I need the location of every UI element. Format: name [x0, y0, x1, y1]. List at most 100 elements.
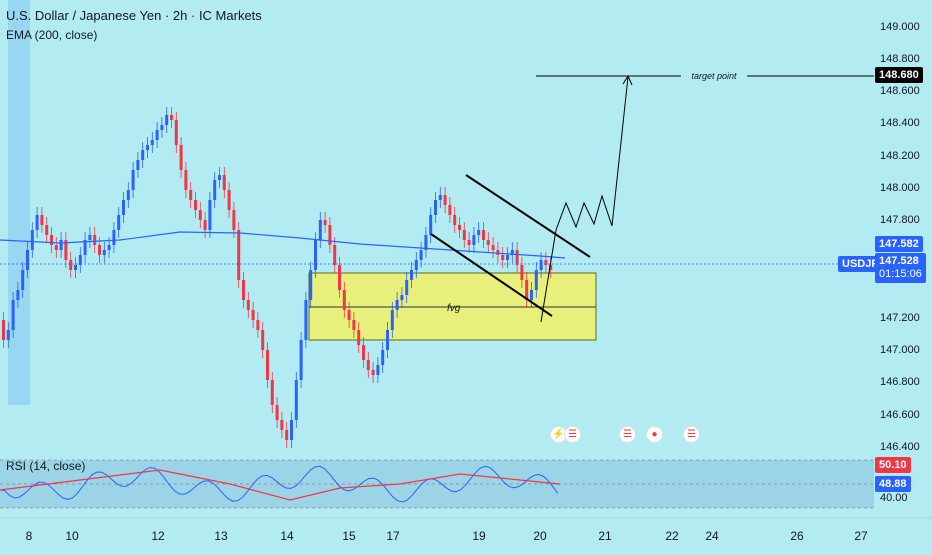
candle[interactable]	[21, 270, 25, 290]
usd-flag-icon[interactable]: ☰	[564, 426, 581, 443]
candle[interactable]	[26, 250, 29, 270]
candle[interactable]	[242, 280, 245, 300]
candle[interactable]	[530, 290, 533, 300]
candle[interactable]	[525, 280, 529, 300]
candle[interactable]	[405, 280, 409, 295]
candle[interactable]	[352, 320, 356, 330]
projection-path[interactable]	[540, 76, 629, 323]
candle[interactable]	[261, 330, 265, 350]
candle[interactable]	[59, 240, 63, 250]
candle[interactable]	[448, 205, 452, 215]
channel-lower-line[interactable]	[430, 233, 553, 317]
candle[interactable]	[155, 130, 159, 140]
candle[interactable]	[54, 245, 58, 250]
rsi-line[interactable]	[0, 465, 559, 503]
candles[interactable]	[2, 107, 553, 448]
candle[interactable]	[275, 405, 279, 420]
candle[interactable]	[232, 210, 236, 230]
candle[interactable]	[304, 300, 308, 340]
candle[interactable]	[290, 420, 293, 440]
candle[interactable]	[443, 195, 447, 205]
candle[interactable]	[299, 340, 303, 380]
candle[interactable]	[170, 115, 173, 120]
candle[interactable]	[309, 270, 313, 300]
candle[interactable]	[338, 265, 341, 290]
candle[interactable]	[386, 330, 389, 350]
candle[interactable]	[544, 260, 548, 265]
candle[interactable]	[198, 210, 202, 220]
candle[interactable]	[285, 430, 289, 440]
usd-flag-icon[interactable]: ☰	[619, 426, 636, 443]
candle[interactable]	[237, 230, 241, 280]
time-axis[interactable]: 8 10 12 13 14 15 17 19 20 21 22 24 26 27	[26, 529, 868, 543]
candle[interactable]	[458, 225, 461, 230]
candle[interactable]	[107, 245, 111, 250]
candle[interactable]	[501, 255, 505, 260]
candle[interactable]	[69, 260, 73, 270]
candle[interactable]	[136, 160, 140, 170]
candle[interactable]	[189, 190, 193, 200]
candle[interactable]	[410, 270, 413, 280]
candle[interactable]	[371, 370, 375, 375]
candle[interactable]	[30, 230, 34, 250]
candle[interactable]	[117, 215, 121, 230]
candle[interactable]	[179, 145, 183, 170]
candle[interactable]	[482, 230, 485, 240]
candle[interactable]	[429, 215, 433, 235]
candle[interactable]	[400, 295, 404, 300]
candle[interactable]	[150, 140, 154, 145]
candle[interactable]	[477, 230, 481, 235]
candle[interactable]	[510, 250, 514, 255]
candle[interactable]	[122, 200, 125, 215]
candle[interactable]	[2, 320, 5, 340]
candle[interactable]	[83, 240, 87, 255]
candle[interactable]	[165, 115, 169, 125]
candle[interactable]	[222, 175, 226, 190]
candle[interactable]	[414, 260, 418, 270]
ema-legend[interactable]: EMA (200, close)	[6, 28, 98, 42]
candle[interactable]	[491, 245, 495, 250]
candle[interactable]	[366, 360, 370, 370]
candle[interactable]	[549, 265, 553, 270]
candle[interactable]	[246, 300, 250, 310]
candle[interactable]	[35, 215, 39, 230]
candle[interactable]	[6, 330, 10, 340]
candle[interactable]	[227, 190, 231, 210]
candle[interactable]	[294, 380, 298, 420]
candle[interactable]	[112, 230, 116, 245]
candle[interactable]	[467, 240, 471, 245]
candle[interactable]	[64, 240, 68, 260]
price-axis[interactable]: 149.000 148.800 148.600 148.400 148.200 148.0…	[880, 21, 920, 453]
candle[interactable]	[45, 225, 49, 235]
candle[interactable]	[376, 365, 380, 375]
candle[interactable]	[515, 250, 519, 265]
candle[interactable]	[174, 120, 178, 145]
candle[interactable]	[280, 420, 284, 430]
candle[interactable]	[506, 255, 509, 260]
candle[interactable]	[50, 235, 53, 245]
candle[interactable]	[539, 260, 543, 270]
candle[interactable]	[251, 310, 255, 320]
candle[interactable]	[203, 220, 207, 230]
candle[interactable]	[194, 200, 197, 210]
candle[interactable]	[438, 195, 442, 200]
rsi-ma-line[interactable]	[0, 469, 561, 501]
candle[interactable]	[11, 300, 15, 330]
candle[interactable]	[534, 270, 538, 290]
candle[interactable]	[93, 235, 97, 245]
candle[interactable]	[486, 240, 490, 245]
candle[interactable]	[256, 320, 260, 330]
symbol-title[interactable]: U.S. Dollar / Japanese Yen · 2h · IC Mar…	[6, 8, 262, 23]
candle[interactable]	[390, 310, 394, 330]
candle[interactable]	[424, 235, 428, 250]
candle[interactable]	[146, 145, 149, 150]
rsi-legend[interactable]: RSI (14, close)	[6, 459, 86, 473]
candle[interactable]	[314, 240, 317, 270]
candle[interactable]	[462, 230, 466, 240]
ema-line[interactable]	[0, 231, 566, 259]
jpy-flag-icon[interactable]: ●	[646, 426, 663, 443]
candle[interactable]	[453, 215, 457, 225]
candle[interactable]	[318, 220, 322, 240]
candle[interactable]	[78, 255, 82, 265]
